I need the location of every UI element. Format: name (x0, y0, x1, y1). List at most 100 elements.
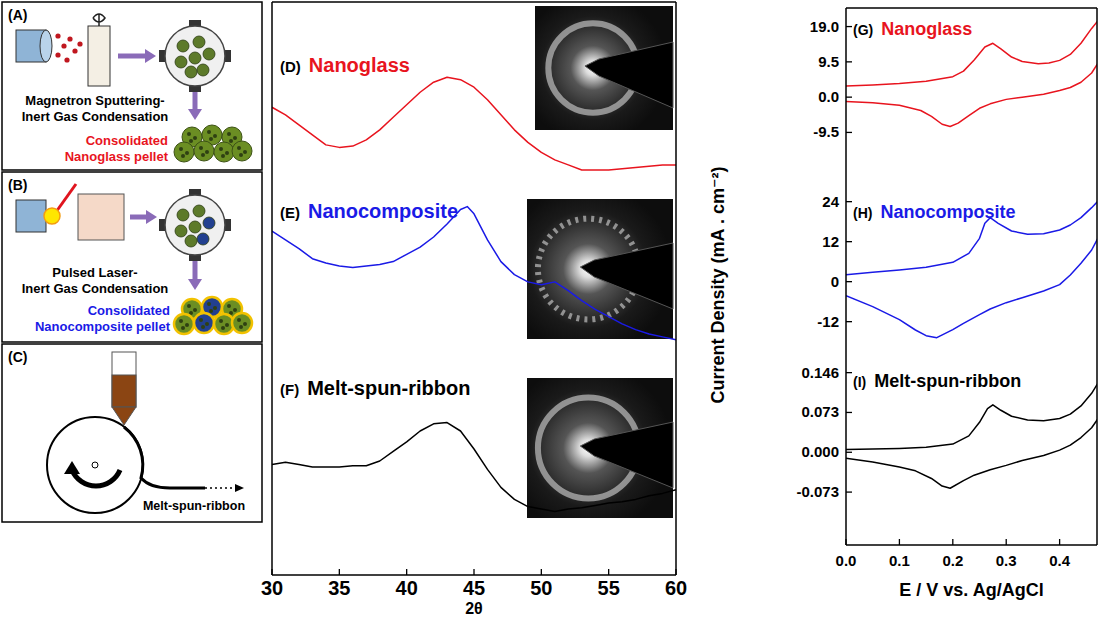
data-line (272, 207, 676, 340)
product-text: Melt-spun-ribbon (143, 499, 245, 513)
y-tick-label: -9.5 (813, 123, 839, 140)
y-tick-label: 12 (822, 233, 839, 250)
plume (44, 208, 60, 224)
x-tick (406, 569, 407, 575)
figure: (A)Magnetron Sputtering-Inert Gas Conden… (0, 0, 1112, 621)
grain-dot (209, 137, 213, 141)
pellet-grain (232, 141, 252, 161)
x-tick-label: 50 (530, 577, 552, 599)
cluster (177, 209, 189, 221)
saed-inset (527, 378, 673, 518)
axis-line (675, 2, 677, 195)
axis-line (845, 190, 847, 365)
x-tick-label: 60 (665, 577, 687, 599)
grain-dot (243, 322, 247, 326)
grain-dot (185, 151, 189, 155)
x-tick-label: 40 (396, 577, 418, 599)
pellet-grain (214, 142, 234, 162)
rotation-arrow (72, 470, 120, 486)
target-holder (16, 200, 46, 232)
panel-letter: (B) (8, 177, 27, 193)
grain-dot (205, 322, 209, 326)
melt (112, 375, 136, 407)
x-tick (339, 569, 340, 575)
panel-box (2, 344, 262, 522)
chart-title: Nanoglass (881, 19, 972, 39)
panel-letter: (C) (8, 349, 27, 365)
cluster (175, 225, 187, 237)
chamber (159, 20, 231, 92)
grain-dot (187, 132, 191, 136)
grain-dot (225, 323, 229, 327)
arrow-shaft (130, 215, 146, 220)
grain-dot (201, 325, 205, 329)
grain-dot (213, 306, 217, 310)
process-text: Inert Gas Condensation (22, 109, 169, 124)
data-line (846, 197, 1097, 338)
arrow-shaft (118, 54, 145, 59)
pellet-grain (174, 142, 194, 162)
y-tick (846, 26, 852, 27)
chamber-body (165, 195, 225, 255)
atom (61, 43, 66, 48)
panel-letter: (D) (280, 58, 301, 75)
y-tick-label: 24 (822, 193, 839, 210)
plot-area (272, 207, 676, 340)
process-text: Inert Gas Condensation (22, 281, 169, 296)
panel-box (2, 2, 262, 170)
axis-line (675, 195, 677, 347)
arrow-shaft (193, 261, 198, 279)
y-tick-label: -0.073 (796, 483, 839, 500)
frame (846, 190, 1097, 365)
axis-line (675, 347, 677, 575)
saed-image (527, 199, 673, 339)
plot-area (846, 197, 1097, 338)
pellet (174, 297, 252, 334)
axis-line (271, 2, 273, 195)
grain-dot (243, 150, 247, 154)
axis-line (1096, 365, 1098, 545)
arrow-head (146, 210, 157, 224)
product-text: Consolidated (88, 303, 170, 318)
axis-line (846, 7, 1097, 9)
axis-line (272, 1, 676, 3)
x-axis-title: E / V vs. Ag/AgCl (899, 580, 1043, 600)
collector (88, 26, 110, 86)
ribbon-dots (205, 487, 236, 489)
x-tick (899, 539, 900, 545)
cluster (203, 217, 215, 229)
data-line (272, 423, 676, 512)
cluster (193, 36, 205, 48)
plot-area (846, 376, 1097, 488)
atom (55, 33, 60, 38)
beam-stopper (580, 243, 673, 309)
product-text: Nanocomposite pellet (35, 319, 171, 334)
chamber-body (165, 26, 225, 86)
y-tick (846, 452, 852, 453)
beam-stopper (585, 42, 673, 108)
y-tick-label: 0.073 (801, 403, 839, 420)
grain-dot (193, 308, 197, 312)
y-tick (846, 61, 852, 62)
chart-title: Nanoglass (309, 54, 410, 76)
panel-letter: (I) (853, 374, 866, 390)
grain-dot (181, 154, 185, 158)
grain-dot (213, 134, 217, 138)
axle (92, 462, 98, 468)
y-tick (846, 372, 852, 373)
y-tick (846, 491, 852, 492)
grain-dot (219, 147, 223, 151)
grain-dot (201, 153, 205, 157)
x-tick-label: 35 (328, 577, 350, 599)
x-tick (608, 569, 609, 575)
saed-image (527, 378, 673, 518)
grain-dot (199, 146, 203, 150)
grain-dot (225, 151, 229, 155)
rotor (93, 14, 105, 26)
data-line (846, 376, 1097, 488)
pellet-grain (174, 314, 194, 334)
product-text: Consolidated (86, 133, 168, 148)
cluster (197, 64, 209, 76)
grain-dot (207, 130, 211, 134)
cluster (197, 233, 209, 245)
